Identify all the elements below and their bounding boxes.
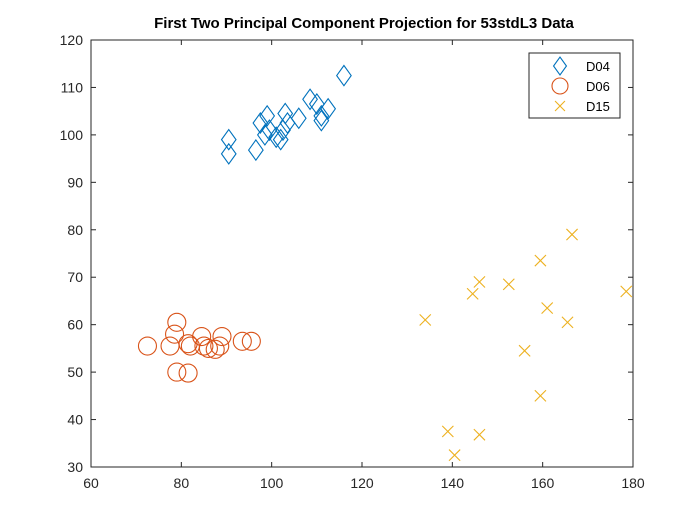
point-D06-11 <box>205 339 225 359</box>
point-D04-14 <box>308 93 325 116</box>
legend-label-D06: D06 <box>586 79 610 94</box>
x-tick-label: 180 <box>621 475 645 491</box>
point-D06-13 <box>212 326 232 347</box>
y-tick-label: 120 <box>60 32 84 48</box>
x-tick-label: 140 <box>441 475 465 491</box>
legend-marker-D04 <box>552 56 568 76</box>
y-tick-label: 110 <box>61 79 84 95</box>
x-tick-label: 160 <box>531 475 555 491</box>
series-D15 <box>419 228 633 462</box>
y-tick-label: 60 <box>67 317 83 333</box>
point-D06-0 <box>137 336 158 356</box>
point-D15-11 <box>561 316 574 329</box>
point-D04-3 <box>252 112 269 135</box>
point-D04-0 <box>220 142 237 165</box>
point-D15-0 <box>419 313 432 326</box>
point-D06-15 <box>241 331 261 351</box>
point-D15-7 <box>518 344 531 357</box>
x-tick-label: 80 <box>174 475 190 491</box>
legend-marker-D15 <box>554 100 566 112</box>
legend-label-D04: D04 <box>586 59 610 74</box>
point-D04-9 <box>275 119 291 142</box>
axes: 60 80 100 120 140 160 180 30 40 50 60 70 80 90 100 110 1… <box>60 32 645 491</box>
point-D15-5 <box>473 428 486 441</box>
legend-label-D15: D15 <box>586 99 610 114</box>
y-tick-label: 100 <box>60 127 84 143</box>
point-D15-6 <box>502 278 515 291</box>
point-D04-15 <box>313 104 330 127</box>
y-tick-label: 40 <box>67 412 83 428</box>
point-D04-1 <box>220 128 237 151</box>
point-D04-12 <box>290 107 307 130</box>
x-tick-label: 120 <box>350 475 374 491</box>
point-D15-12 <box>566 228 578 241</box>
series-D04 <box>220 64 352 165</box>
point-D15-3 <box>466 287 479 300</box>
point-D06-5 <box>178 363 198 383</box>
point-D04-2 <box>247 139 264 162</box>
point-D15-8 <box>534 254 547 267</box>
legend-box <box>528 52 621 119</box>
point-D06-10 <box>198 338 218 358</box>
point-D15-1 <box>441 425 454 438</box>
chart-title: First Two Principal Component Projection… <box>154 15 574 32</box>
legend: D04 D06 D15 <box>528 52 621 119</box>
point-D15-10 <box>541 302 554 315</box>
point-D15-4 <box>473 275 486 288</box>
data-marks <box>137 64 633 462</box>
series-D06 <box>137 312 261 383</box>
point-D04-7 <box>268 126 285 149</box>
point-D06-14 <box>232 331 252 351</box>
point-D06-9 <box>194 336 214 356</box>
point-D04-17 <box>320 97 337 120</box>
point-D04-18 <box>335 64 352 87</box>
point-D04-6 <box>261 119 278 142</box>
y-tick-label: 50 <box>67 364 83 380</box>
point-D06-8 <box>192 326 212 347</box>
y-tick-label: 70 <box>67 269 83 285</box>
point-D06-2 <box>165 324 185 344</box>
legend-marker-D06 <box>551 77 569 95</box>
point-D06-6 <box>178 334 198 354</box>
point-D04-4 <box>256 123 273 146</box>
point-D06-3 <box>167 312 187 332</box>
point-D04-10 <box>277 102 294 125</box>
x-tick-label: 100 <box>260 475 284 491</box>
x-tick-label: 60 <box>83 475 99 491</box>
point-D15-13 <box>620 285 633 298</box>
point-D04-16 <box>313 109 330 132</box>
y-tick-label: 80 <box>67 222 83 238</box>
point-D15-2 <box>448 449 461 462</box>
point-D06-4 <box>167 362 187 382</box>
y-tick-label: 30 <box>67 459 83 475</box>
point-D04-5 <box>259 104 276 127</box>
point-D15-9 <box>534 389 547 402</box>
y-tick-label: 90 <box>67 174 83 190</box>
point-D06-12 <box>210 336 230 356</box>
